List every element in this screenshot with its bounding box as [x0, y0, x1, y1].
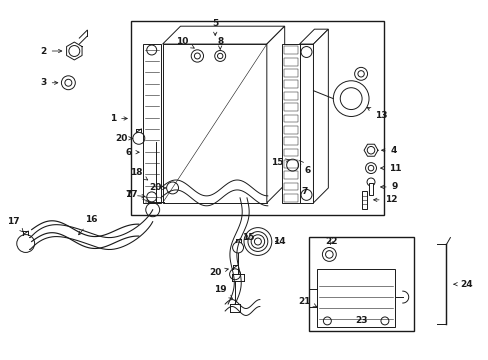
Text: 17: 17	[7, 217, 23, 232]
Bar	[283, 92, 297, 100]
Text: 10: 10	[176, 37, 194, 48]
Text: 21: 21	[298, 297, 316, 307]
Bar	[281, 44, 299, 203]
Text: 6: 6	[299, 161, 310, 175]
Bar	[283, 58, 297, 66]
Bar	[283, 114, 297, 122]
Bar	[283, 149, 297, 157]
Text: 18: 18	[129, 167, 147, 180]
Text: 20: 20	[149, 184, 165, 193]
Bar	[283, 126, 297, 134]
Text: 16: 16	[79, 215, 97, 235]
Text: 23: 23	[354, 316, 366, 325]
Bar	[368, 183, 373, 195]
Bar	[283, 137, 297, 145]
Text: 17: 17	[124, 190, 149, 202]
Text: 15: 15	[271, 158, 289, 167]
Bar	[283, 69, 297, 77]
Polygon shape	[299, 29, 327, 44]
Text: 19: 19	[213, 285, 232, 298]
Bar	[163, 44, 266, 203]
Text: 22: 22	[325, 237, 337, 246]
Text: 6: 6	[125, 148, 139, 157]
Bar	[299, 44, 313, 203]
Text: 9: 9	[380, 183, 397, 192]
Text: 20: 20	[208, 268, 228, 277]
Text: 15: 15	[241, 233, 254, 242]
Bar	[309, 237, 413, 331]
Text: 7: 7	[125, 190, 145, 199]
Text: 12: 12	[373, 195, 396, 204]
Text: 3: 3	[41, 78, 58, 87]
Bar	[283, 183, 297, 190]
Polygon shape	[266, 26, 284, 203]
Text: 20: 20	[115, 134, 132, 143]
Polygon shape	[163, 26, 284, 44]
Bar	[283, 81, 297, 89]
Text: 2: 2	[41, 46, 61, 55]
Text: 4: 4	[381, 146, 396, 155]
Text: 1: 1	[110, 114, 127, 123]
Text: 14: 14	[273, 237, 285, 246]
Bar	[131, 21, 383, 215]
Text: 24: 24	[453, 280, 471, 289]
Bar	[142, 44, 161, 203]
Text: 7: 7	[301, 188, 307, 197]
Text: 5: 5	[212, 19, 218, 36]
Bar	[317, 269, 394, 327]
Bar	[361, 191, 366, 209]
Bar	[283, 46, 297, 54]
Text: 11: 11	[380, 163, 400, 172]
Text: 8: 8	[217, 37, 223, 49]
Bar	[283, 103, 297, 111]
Bar	[283, 160, 297, 168]
Bar	[283, 171, 297, 179]
Polygon shape	[313, 29, 327, 203]
Bar	[283, 194, 297, 202]
Text: 13: 13	[366, 107, 386, 120]
